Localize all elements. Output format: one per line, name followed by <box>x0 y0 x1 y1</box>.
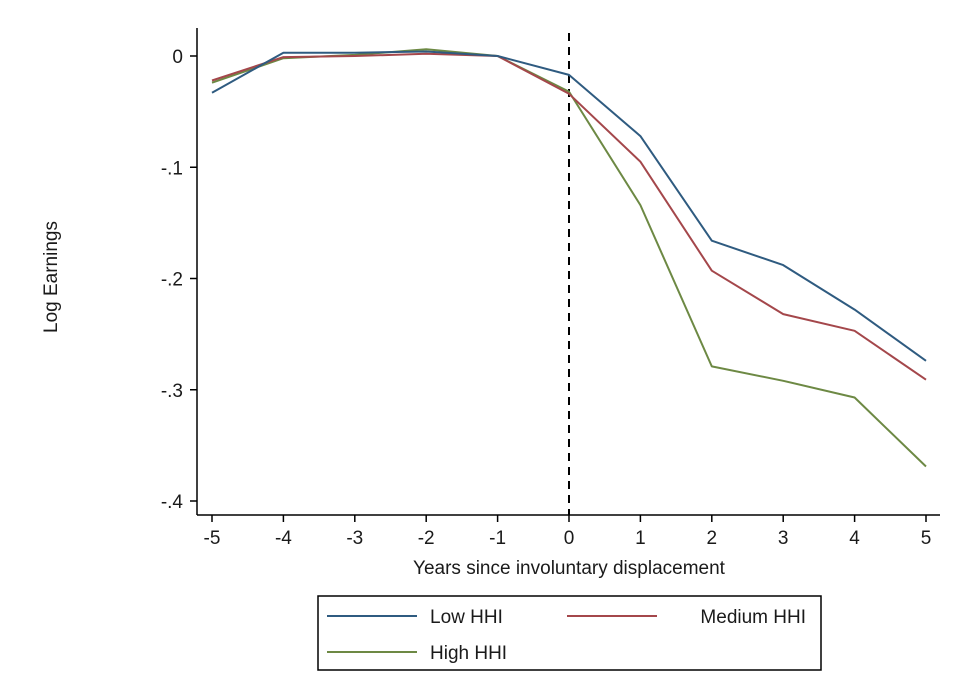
y-tick-label: -.2 <box>161 270 183 291</box>
y-axis-ticks: 0 -.1 -.2 -.3 -.4 <box>161 47 197 513</box>
x-tick-label: -3 <box>346 528 363 549</box>
legend-label-low-hhi: Low HHI <box>430 607 503 628</box>
x-axis-label: Years since involuntary displacement <box>413 558 726 579</box>
y-tick-label: -.3 <box>161 381 183 402</box>
series-lines <box>211 48 927 468</box>
x-tick-label: 4 <box>849 528 860 549</box>
series-line-medium-hhi <box>211 52 927 381</box>
x-axis-ticks: -5 -4 -3 -2 -1 0 1 2 3 4 5 <box>204 515 932 549</box>
y-axis-label: Log Earnings <box>41 221 62 333</box>
x-tick-label: -2 <box>418 528 435 549</box>
series-line-low-hhi <box>211 50 927 362</box>
legend-label-medium-hhi: Medium HHI <box>700 607 806 628</box>
x-tick-label: -1 <box>489 528 506 549</box>
y-tick-label: -.1 <box>161 158 183 179</box>
legend-items: Low HHI Medium HHI High HHI <box>327 607 806 664</box>
x-tick-label: -4 <box>275 528 292 549</box>
x-tick-label: 0 <box>564 528 575 549</box>
y-tick-label: 0 <box>172 47 183 68</box>
x-tick-label: 2 <box>707 528 718 549</box>
legend-label-high-hhi: High HHI <box>430 643 507 664</box>
x-tick-label: 3 <box>778 528 789 549</box>
y-tick-label: -.4 <box>161 492 184 513</box>
x-tick-label: 5 <box>921 528 932 549</box>
legend: Low HHI Medium HHI High HHI <box>317 595 822 671</box>
x-tick-label: -5 <box>204 528 221 549</box>
x-tick-label: 1 <box>635 528 646 549</box>
legend-box <box>317 595 822 671</box>
